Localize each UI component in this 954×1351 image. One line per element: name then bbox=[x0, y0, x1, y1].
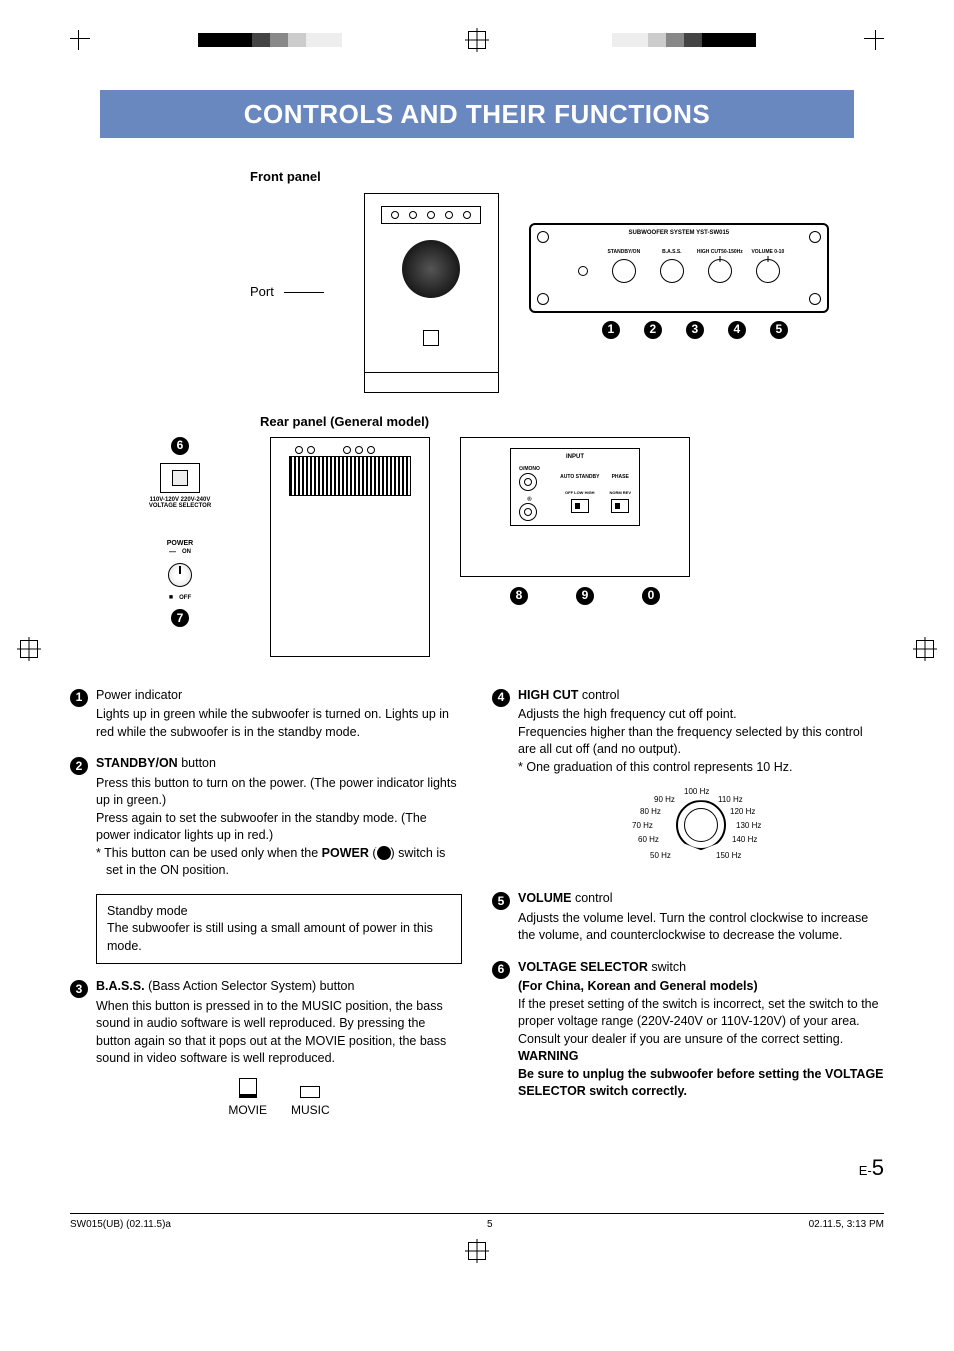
volume-knob[interactable] bbox=[756, 259, 780, 283]
rear-speaker-diagram bbox=[270, 437, 430, 657]
density-strip-left bbox=[198, 33, 360, 47]
desc-subtitle-6: (For China, Korean and General models) bbox=[518, 978, 884, 996]
voltage-selector-switch[interactable] bbox=[160, 463, 200, 493]
voltage-selector-label: VOLTAGE SELECTOR bbox=[140, 503, 220, 510]
hc-tick-label: 80 Hz bbox=[640, 806, 661, 817]
footer-left: SW015(UB) (02.11.5)a bbox=[70, 1218, 171, 1232]
registration-mark-icon bbox=[20, 640, 38, 658]
desc-title-4: HIGH CUT control bbox=[518, 687, 884, 705]
hc-tick-label: 70 Hz bbox=[632, 820, 653, 831]
bass-button[interactable] bbox=[660, 259, 684, 283]
voltage-ranges-label: 110V-120V 220V-240V bbox=[140, 497, 220, 504]
front-panel-heading: Front panel bbox=[250, 168, 884, 186]
front-panel-zoom: SUBWOOFER SYSTEM YST-SW015 STANDBY/ON B.… bbox=[529, 223, 829, 313]
hc-tick-label: 60 Hz bbox=[638, 834, 659, 845]
rear-callout-row: 8 9 0 bbox=[460, 587, 690, 605]
footer-right: 02.11.5, 3:13 PM bbox=[809, 1218, 884, 1232]
heatsink-icon bbox=[289, 456, 411, 496]
desc-title-5: VOLUME control bbox=[518, 890, 884, 908]
front-speaker-diagram bbox=[364, 193, 499, 393]
rear-panel-heading: Rear panel (General model) bbox=[260, 413, 884, 431]
registration-top bbox=[70, 30, 884, 50]
desc-text-6: If the preset setting of the switch is i… bbox=[518, 996, 884, 1049]
hc-tick-label: 110 Hz bbox=[718, 794, 743, 805]
desc-num-1: 1 bbox=[70, 689, 88, 707]
desc-footnote-2: * This button can be used only when the … bbox=[96, 845, 462, 880]
density-strip-right bbox=[594, 33, 756, 47]
standby-note-text: The subwoofer is still using a small amo… bbox=[107, 920, 451, 955]
power-switch[interactable] bbox=[168, 563, 192, 587]
crop-mark bbox=[864, 30, 884, 50]
callout-10: 0 bbox=[642, 587, 660, 605]
desc-title-3: B.A.S.S. (Bass Action Selector System) b… bbox=[96, 978, 462, 996]
registration-mark-icon bbox=[468, 31, 486, 49]
registration-mark-icon bbox=[916, 640, 934, 658]
page-number: E-5 bbox=[70, 1153, 884, 1184]
callout-9: 9 bbox=[576, 587, 594, 605]
port-label: Port bbox=[250, 283, 274, 301]
page-title-banner: CONTROLS AND THEIR FUNCTIONS bbox=[100, 90, 854, 138]
hc-tick-label: 90 Hz bbox=[654, 794, 675, 805]
movie-icon bbox=[239, 1078, 257, 1098]
registration-mark-icon bbox=[468, 1242, 486, 1260]
desc-text-5: Adjusts the volume level. Turn the contr… bbox=[518, 910, 884, 945]
standby-note-title: Standby mode bbox=[107, 903, 451, 921]
hc-tick-label: 50 Hz bbox=[650, 850, 671, 861]
music-icon bbox=[300, 1086, 320, 1098]
desc-num-2: 2 bbox=[70, 757, 88, 775]
crop-mark bbox=[70, 30, 90, 50]
desc-text-1: Lights up in green while the subwoofer i… bbox=[96, 706, 462, 741]
callout-4: 4 bbox=[728, 321, 746, 339]
leader-line bbox=[284, 292, 324, 293]
power-label: POWER bbox=[140, 540, 220, 548]
auto-standby-switch[interactable] bbox=[571, 499, 589, 513]
hc-tick-label: 150 Hz bbox=[716, 850, 741, 861]
zoom-title: SUBWOOFER SYSTEM YST-SW015 bbox=[629, 229, 730, 237]
desc-text-4: Adjusts the high frequency cut off point… bbox=[518, 706, 884, 759]
desc-num-3: 3 bbox=[70, 980, 88, 998]
speaker-driver-icon bbox=[402, 240, 460, 298]
hc-tick-label: 140 Hz bbox=[732, 834, 757, 845]
hc-tick-label: 120 Hz bbox=[730, 806, 755, 817]
desc-text-2: Press this button to turn on the power. … bbox=[96, 775, 462, 845]
desc-footnote-4: * One graduation of this control represe… bbox=[518, 759, 884, 777]
power-indicator-icon bbox=[578, 266, 588, 276]
high-cut-dial-diagram: 50 Hz60 Hz70 Hz80 Hz90 Hz100 Hz110 Hz120… bbox=[636, 786, 766, 866]
input-mono-jack[interactable] bbox=[519, 473, 537, 491]
callout-6: 6 bbox=[171, 437, 189, 455]
callout-2: 2 bbox=[644, 321, 662, 339]
desc-num-4: 4 bbox=[492, 689, 510, 707]
hc-tick-label: 100 Hz bbox=[684, 786, 709, 797]
standby-on-button[interactable] bbox=[612, 259, 636, 283]
callout-8: 8 bbox=[510, 587, 528, 605]
desc-title-2: STANDBY/ON button bbox=[96, 755, 462, 773]
desc-num-5: 5 bbox=[492, 892, 510, 910]
callout-7: 7 bbox=[171, 609, 189, 627]
rear-left-controls: 6 110V-120V 220V-240V VOLTAGE SELECTOR P… bbox=[140, 437, 220, 627]
standby-note-box: Standby mode The subwoofer is still usin… bbox=[96, 894, 462, 965]
footer-center: 5 bbox=[487, 1218, 493, 1232]
front-callout-row: 1 2 3 4 5 bbox=[529, 321, 829, 339]
desc-title-1: Power indicator bbox=[96, 687, 462, 705]
warning-text: Be sure to unplug the subwoofer before s… bbox=[518, 1066, 884, 1101]
high-cut-knob[interactable] bbox=[708, 259, 732, 283]
movie-music-icons: MOVIE MUSIC bbox=[96, 1078, 462, 1119]
desc-text-3: When this button is pressed in to the MU… bbox=[96, 998, 462, 1068]
callout-1: 1 bbox=[602, 321, 620, 339]
input-r-jack[interactable] bbox=[519, 503, 537, 521]
footer: SW015(UB) (02.11.5)a 5 02.11.5, 3:13 PM bbox=[70, 1213, 884, 1232]
callout-3: 3 bbox=[686, 321, 704, 339]
rear-panel-zoom: INPUT ⏻/MONO ® AUTO STAND bbox=[460, 437, 690, 577]
phase-switch[interactable] bbox=[611, 499, 629, 513]
desc-num-6: 6 bbox=[492, 961, 510, 979]
desc-title-6: VOLTAGE SELECTOR switch bbox=[518, 959, 884, 977]
hc-tick-label: 130 Hz bbox=[736, 820, 761, 831]
callout-5: 5 bbox=[770, 321, 788, 339]
warning-label: WARNING bbox=[518, 1048, 884, 1066]
